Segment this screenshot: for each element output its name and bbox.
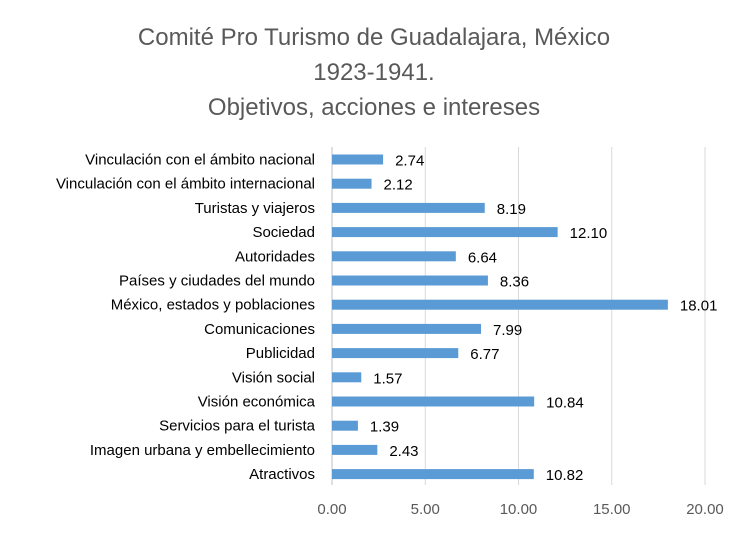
- chart-title-line-1: Comité Pro Turismo de Guadalajara, Méxic…: [138, 24, 610, 51]
- category-label: Imagen urbana y embellecimiento: [90, 442, 315, 459]
- x-tick-label: 0.00: [317, 501, 346, 518]
- category-label: Turistas y viajeros: [195, 200, 315, 217]
- category-label: Comunicaciones: [204, 321, 315, 338]
- x-tick-label: 10.00: [500, 501, 538, 518]
- bar: [332, 227, 558, 238]
- category-label: Países y ciudades del mundo: [119, 273, 315, 290]
- data-label: 7.99: [493, 322, 522, 339]
- data-label: 12.10: [570, 225, 608, 242]
- data-label: 2.43: [389, 443, 418, 460]
- x-tick-label: 5.00: [411, 501, 440, 518]
- category-label: Vinculación con el ámbito nacional: [85, 152, 315, 169]
- bar: [332, 348, 459, 359]
- category-label: Vinculación con el ámbito internacional: [56, 176, 315, 193]
- data-label: 2.12: [384, 177, 413, 194]
- x-axis-ticks: 0.00 5.00 10.00 15.00 20.00: [317, 501, 723, 518]
- category-label: Visión económica: [198, 394, 316, 411]
- bar: [332, 420, 358, 431]
- bar: [332, 323, 482, 334]
- bar: [332, 275, 488, 286]
- value-labels: 2.74 2.12 8.19 12.10 6.648.36 18.01 7.99 6.77 1.…: [370, 153, 718, 485]
- category-label: Servicios para el turista: [159, 418, 316, 435]
- x-tick-label: 15.00: [593, 501, 631, 518]
- category-label: México, estados y poblaciones: [111, 297, 315, 314]
- category-labels: Vinculación con el ámbito nacional Vincul…: [56, 152, 316, 484]
- data-label: 18.01: [680, 298, 718, 315]
- bars: [332, 154, 668, 480]
- category-label: Atractivos: [249, 466, 315, 483]
- category-label: Publicidad: [246, 345, 315, 362]
- bar: [332, 469, 534, 480]
- data-label: 6.64: [468, 249, 497, 266]
- bar: [332, 202, 485, 213]
- category-label: Sociedad: [252, 224, 315, 241]
- data-label: 8.36: [500, 274, 529, 291]
- data-label: 10.84: [546, 395, 584, 412]
- data-label: 1.39: [370, 419, 399, 436]
- bar: [332, 251, 456, 262]
- bar: [332, 154, 384, 165]
- data-label: 1.57: [373, 370, 402, 387]
- category-label: Visión social: [232, 369, 315, 386]
- x-tick-label: 20.00: [686, 501, 724, 518]
- bar: [332, 299, 668, 310]
- data-label: 10.82: [546, 467, 584, 484]
- bar: [332, 372, 362, 383]
- chart-title-line-2: 1923-1941.: [313, 59, 434, 86]
- category-label: Autoridades: [235, 248, 315, 265]
- chart-title-line-3: Objetivos, acciones e intereses: [208, 94, 540, 121]
- data-label: 6.77: [470, 346, 499, 363]
- bar: [332, 178, 372, 189]
- bar: [332, 396, 535, 407]
- data-label: 2.74: [395, 153, 424, 170]
- data-label: 8.19: [497, 201, 526, 218]
- bar: [332, 444, 378, 455]
